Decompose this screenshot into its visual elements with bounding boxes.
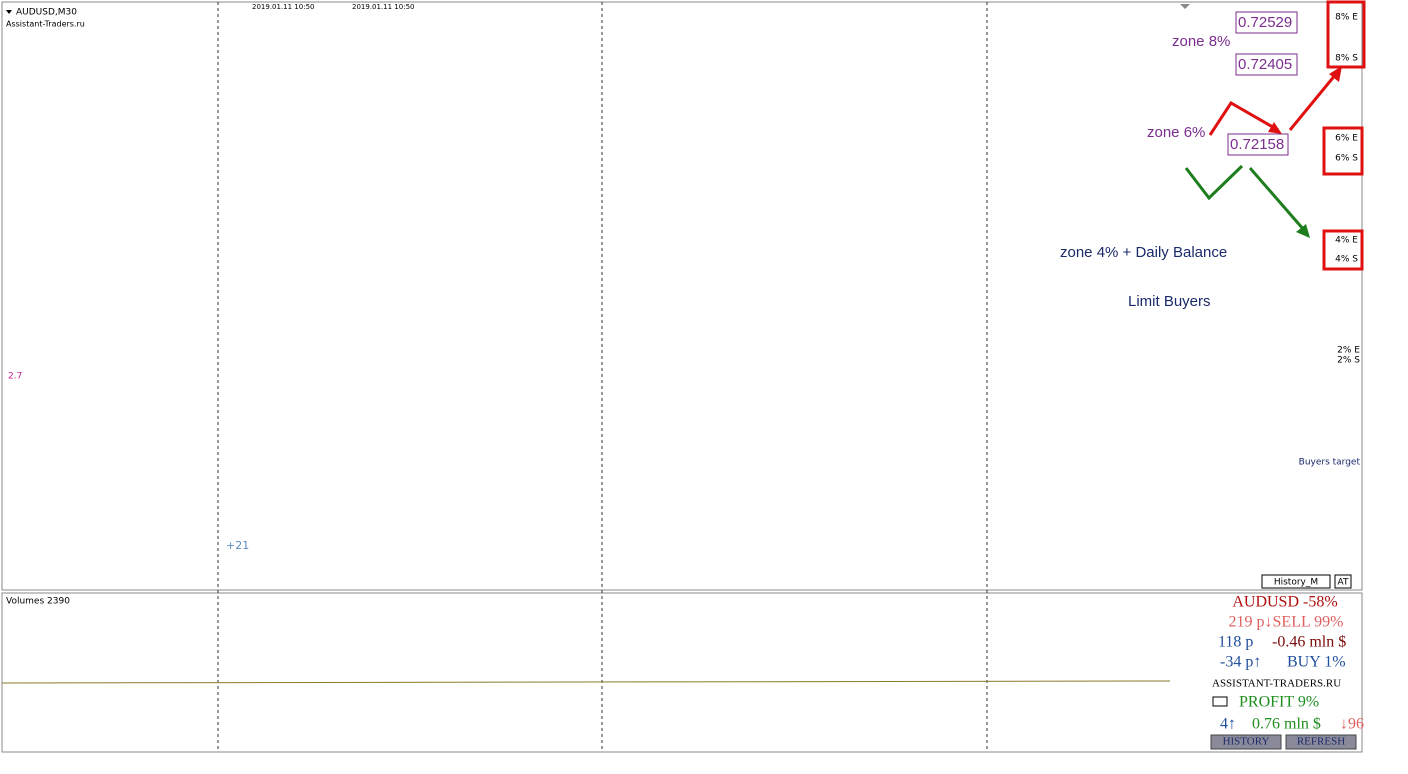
level-label: +21 [226,539,249,552]
level-tag: 2% E [1337,346,1360,356]
button[interactable] [1285,734,1357,750]
arrow [1288,73,1338,131]
menu-arrow [6,10,12,14]
arrow-head [1296,224,1310,238]
button[interactable] [1334,574,1352,589]
stat: BUY 1% [1287,654,1346,671]
button[interactable] [1210,734,1282,750]
arrow-head [1268,122,1282,134]
stat: -34 p↑ [1220,654,1261,671]
level-tag: 2% S [1337,356,1360,366]
zone-box [1227,133,1289,156]
volume-frame [1,592,1363,753]
scroll-marker [1180,4,1190,9]
zone-price: 0.72405 [1238,56,1292,73]
site: Assistant-Traders.ru [6,20,85,29]
level-tag: 4% S [1335,255,1358,265]
stat: 219 p↓SELL 99% [1229,614,1344,631]
level-label: 2.7 [8,372,22,382]
chart-frame [1,1,1363,591]
red-box [1322,229,1364,271]
zone-price: 0.72529 [1238,14,1292,31]
zone-label: zone 4% + Daily Balance [1060,244,1227,261]
arrow-head [1329,66,1342,82]
zone-boxes [1227,11,1298,156]
highlight-boxes [1322,0,1366,271]
zone-box [1235,11,1298,34]
level-tag: 4% E [1335,236,1358,246]
stat: AUDUSD -58% [1232,594,1337,611]
icon [1212,696,1228,707]
stat: -0.46 mln $ [1272,634,1346,651]
zone-box [1235,53,1298,76]
button-label[interactable]: AT [1338,578,1349,588]
level-tag: 8% E [1335,13,1358,23]
button-label[interactable]: History_M [1274,578,1318,588]
level-tag: 8% S [1335,54,1358,64]
zone-label: Limit Buyers [1128,293,1211,310]
level-tag: 6% E [1335,134,1358,144]
stat: ASSISTANT-TRADERS.RU [1212,678,1341,690]
stamp: 2019.01.11 10:50 [352,3,414,11]
stat: PROFIT 9% [1239,694,1319,711]
button-label[interactable]: HISTORY [1223,736,1270,748]
day-separators [217,2,988,752]
button[interactable] [1261,574,1331,589]
stat: ↓96 [1340,716,1364,733]
zone-label: zone 8% [1172,33,1230,50]
zone-price: 0.72158 [1230,136,1284,153]
level-tag: 6% S [1335,154,1358,164]
arrows [1184,66,1342,238]
symbol: AUDUSD,M30 [16,8,77,18]
stamp: 2019.01.11 10:50 [252,3,314,11]
zone-label: zone 6% [1147,124,1205,141]
arrow [1184,164,1244,201]
red-box [1326,0,1366,69]
stat: 4↑ [1220,716,1236,733]
volume-average [1,680,1171,684]
arrow [1208,100,1279,136]
volume-title: Volumes 2390 [6,597,70,607]
red-box [1322,126,1364,176]
arrow [1248,167,1306,231]
level-tag: Buyers target [1299,458,1361,468]
button-label[interactable]: REFRESH [1297,736,1345,748]
stat: 118 p [1218,634,1253,651]
stat: 0.76 mln $ [1252,716,1321,733]
